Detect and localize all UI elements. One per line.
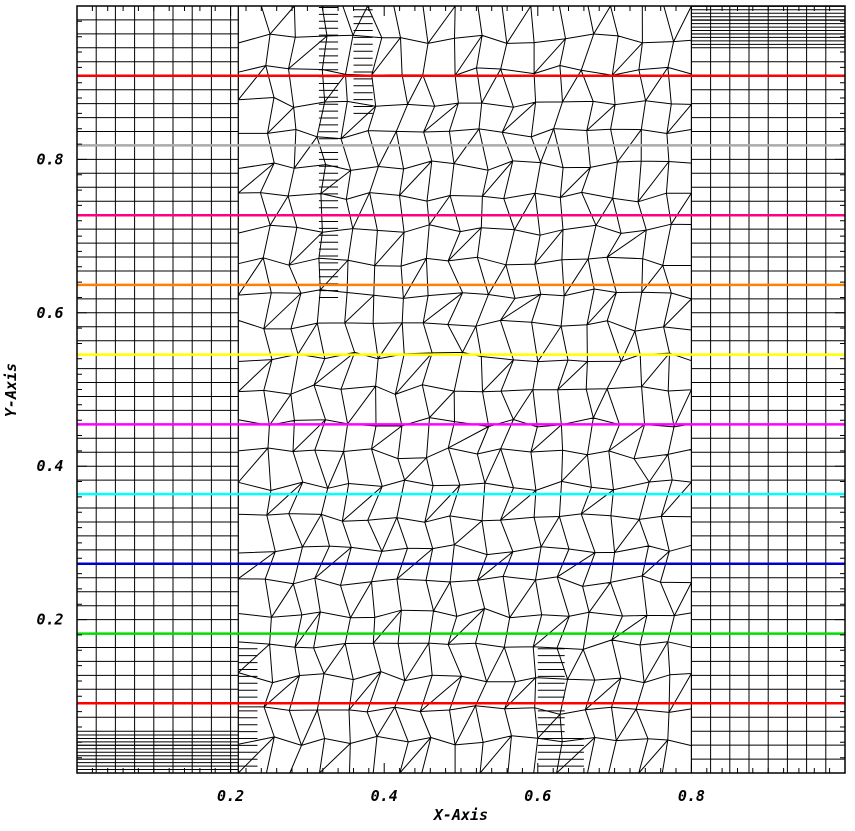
y-tick-label: 0.2 xyxy=(36,611,63,629)
tick-labels: 0.2 0.4 0.6 0.8 0.2 0.4 0.6 0.8 xyxy=(36,150,704,805)
y-axis-title: Y-Axis xyxy=(2,363,20,417)
x-tick-label: 0.6 xyxy=(524,787,551,805)
y-tick-label: 0.4 xyxy=(36,457,63,475)
x-tick-label: 0.8 xyxy=(678,787,705,805)
y-tick-label: 0.8 xyxy=(36,150,63,168)
y-tick-label: 0.6 xyxy=(36,304,63,322)
x-tick-label: 0.2 xyxy=(217,787,244,805)
x-tick-label: 0.4 xyxy=(371,787,398,805)
axis-ticks xyxy=(76,5,846,774)
series-lines xyxy=(77,74,845,705)
x-axis-title: X-Axis xyxy=(432,806,488,824)
mesh-layer xyxy=(76,5,846,774)
